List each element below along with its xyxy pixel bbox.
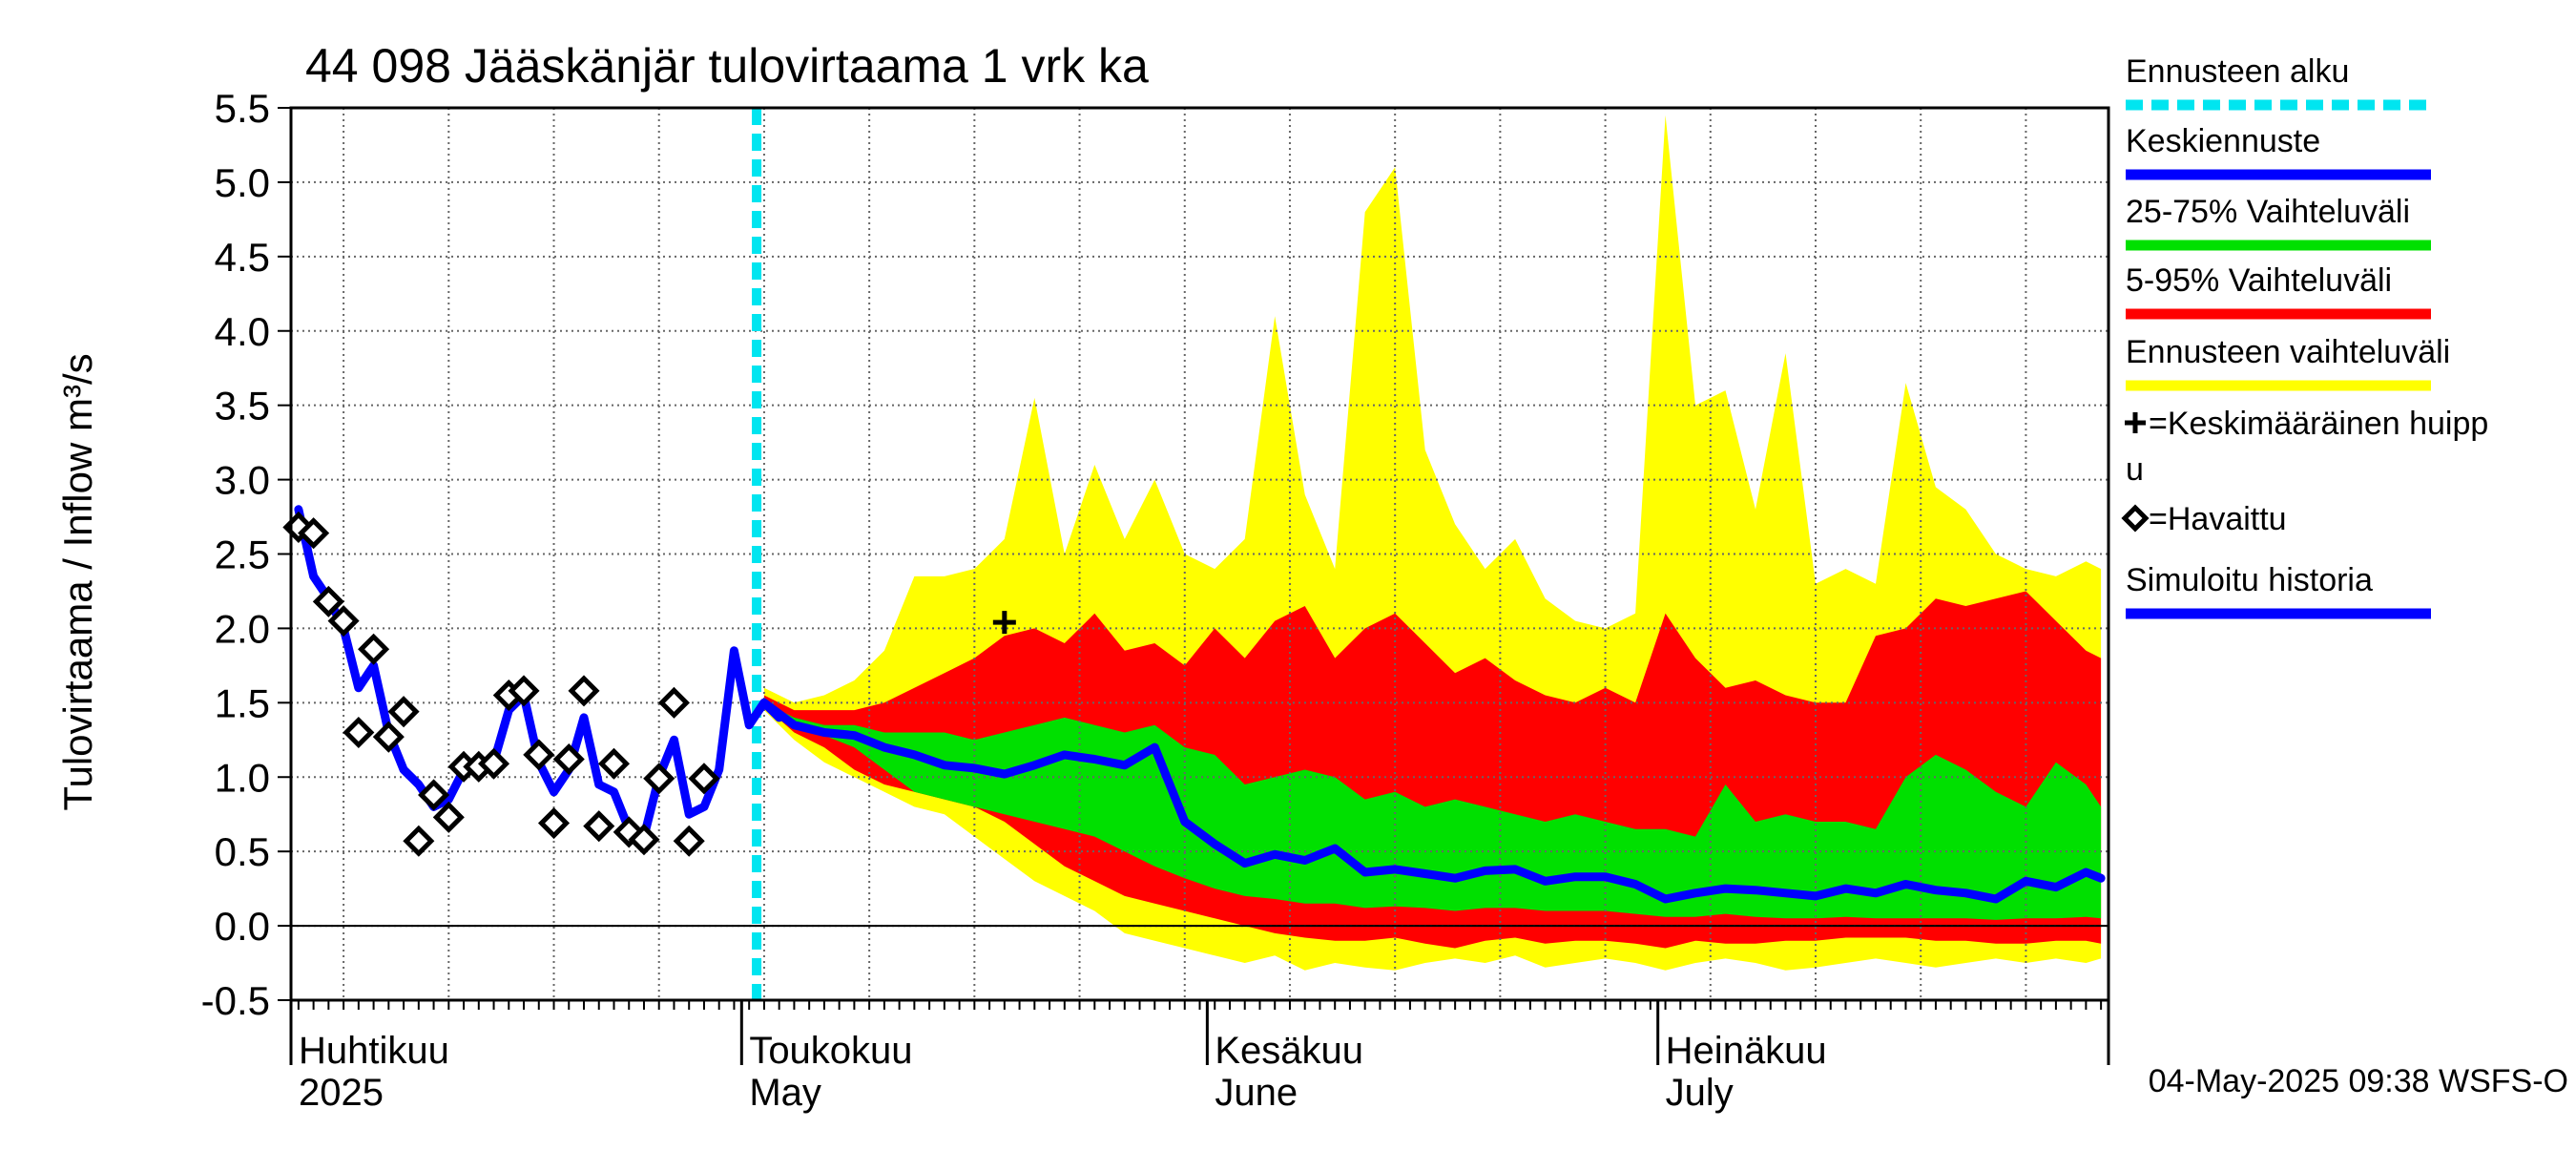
observed-point <box>298 517 330 550</box>
footer-timestamp: 04-May-2025 09:38 WSFS-O <box>2149 1063 2568 1099</box>
y-tick-label: 0.0 <box>215 904 270 949</box>
observed-point <box>418 779 450 811</box>
observed-point <box>657 686 691 719</box>
legend-label: 5-95% Vaihteluväli <box>2126 262 2392 299</box>
observed-point <box>508 675 540 707</box>
y-axis-label: Tulovirtaama / Inflow m³/s <box>55 353 100 810</box>
x-month-label-fi: Huhtikuu <box>299 1030 449 1072</box>
legend-label: Keskiennuste <box>2126 123 2320 159</box>
legend-label: =Havaittu <box>2149 501 2287 537</box>
y-tick-label: 5.5 <box>215 86 270 131</box>
observed-point <box>537 807 571 840</box>
x-month-label-fi: Heinäkuu <box>1666 1030 1827 1072</box>
legend-observed-icon <box>2121 504 2150 533</box>
y-tick-label: 3.0 <box>215 458 270 503</box>
mean-peak-marker <box>992 611 1016 635</box>
legend-label: Ennusteen vaihteluväli <box>2126 334 2450 370</box>
y-tick-label: 4.5 <box>215 235 270 280</box>
observed-point <box>358 633 390 665</box>
y-tick-label: -0.5 <box>201 978 270 1023</box>
y-tick-label: 2.5 <box>215 533 270 577</box>
observed-point <box>643 763 675 795</box>
y-tick-label: 0.5 <box>215 829 270 874</box>
observed-point <box>478 747 510 780</box>
x-month-label-en: 2025 <box>299 1072 384 1114</box>
observed-point <box>628 824 660 856</box>
legend-label-line: =Keskimääräinen huipp <box>2149 406 2488 442</box>
y-tick-label: 4.0 <box>215 309 270 354</box>
y-tick-label: 1.0 <box>215 755 270 800</box>
x-month-label-fi: Kesäkuu <box>1215 1030 1363 1072</box>
legend-label: Simuloitu historia <box>2126 562 2373 598</box>
observed-point <box>568 675 600 707</box>
plot-frame <box>289 106 2110 1002</box>
x-month-label-fi: Toukokuu <box>749 1030 912 1072</box>
x-month-label-en: July <box>1666 1072 1734 1114</box>
median-forecast-line <box>759 698 2106 904</box>
legend-label-line: u <box>2126 451 2144 488</box>
observed-point <box>327 605 360 638</box>
legend-label: Ennusteen alku <box>2126 53 2349 90</box>
x-month-label-en: June <box>1215 1072 1298 1114</box>
observed-point <box>312 585 344 617</box>
observed-point <box>372 721 405 753</box>
observed-point <box>432 801 465 833</box>
plot-area: -0.5 0.0 0.5 1.0 1.5 2.0 2.5 3.0 3.5 4.0 4.5 5.0 5.5… <box>201 86 2110 1114</box>
observed-point <box>688 763 720 795</box>
observed-point <box>387 696 420 728</box>
observed-point <box>523 739 555 771</box>
legend: Ennusteen alku Keskiennuste 25-75% Vaihtel… <box>2121 53 2488 619</box>
x-month-label-en: May <box>749 1072 821 1114</box>
legend-label: 25-75% Vaihteluväli <box>2126 194 2410 230</box>
y-tick-label: 2.0 <box>215 606 270 651</box>
observed-point <box>597 747 631 780</box>
y-tick-label: 3.5 <box>215 384 270 429</box>
observed-point <box>552 743 585 776</box>
observed-point <box>673 825 705 857</box>
legend-label: =Keskimääräinen huipp u <box>2126 406 2488 488</box>
y-tick-label: 5.0 <box>215 160 270 205</box>
observed-point <box>583 810 615 843</box>
y-tick-label: 1.5 <box>215 680 270 725</box>
observed-point <box>403 825 435 857</box>
observed-point <box>343 716 375 749</box>
chart-title: 44 098 Jääskänjär tulovirtaama 1 vrk ka <box>305 39 1149 93</box>
legend-peak-icon <box>2125 412 2146 433</box>
